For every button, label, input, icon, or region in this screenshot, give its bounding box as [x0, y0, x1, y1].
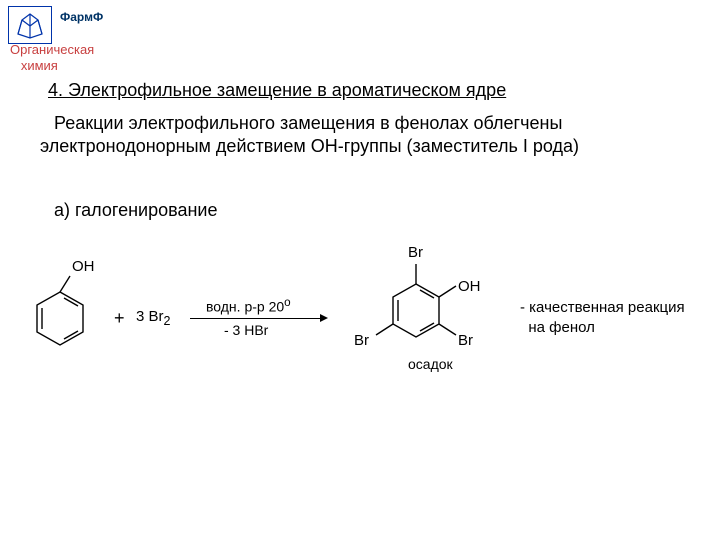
- page-title: 4. Электрофильное замещение в ароматичес…: [48, 80, 506, 101]
- reagent-label: 3 Br2: [136, 308, 170, 328]
- body-text: Реакции электрофильного замещения в фено…: [40, 112, 680, 159]
- reagent-text: 3 Br: [136, 308, 164, 325]
- reaction-arrow-line: [190, 318, 320, 319]
- arrow-top-text: водн. р-р 20: [206, 299, 284, 315]
- reagent-sub: 2: [164, 314, 171, 328]
- arrow-top-sup: о: [284, 296, 290, 309]
- product-br-right: Br: [458, 332, 473, 349]
- reactant-oh-label: OH: [72, 258, 95, 275]
- reaction-scheme: OH + 3 Br2 водн. р-р 20о - 3 HBr OH: [10, 262, 710, 452]
- phenol-structure: [20, 262, 100, 372]
- arrow-top-label: водн. р-р 20о: [206, 296, 291, 315]
- plus-sign: +: [114, 308, 125, 329]
- arrow-bottom-label: - 3 HBr: [224, 322, 268, 338]
- qualitative-text: - качественная реакция на фенол: [520, 298, 685, 337]
- pharm-label: ФармФ: [60, 10, 103, 24]
- org-chem-line2: химия: [21, 58, 58, 73]
- qual-line1: - качественная реакция: [520, 299, 685, 316]
- org-chem-label: Органическая химия: [10, 42, 94, 73]
- reaction-arrow-head: [320, 314, 328, 322]
- product-br-top: Br: [408, 244, 423, 261]
- org-chem-line1: Органическая: [10, 42, 94, 57]
- precipitate-label: осадок: [408, 356, 453, 372]
- product-oh-label: OH: [458, 278, 481, 295]
- qual-line2: на фенол: [528, 319, 595, 336]
- product-br-left: Br: [354, 332, 369, 349]
- subpoint-a: а) галогенирование: [54, 200, 217, 221]
